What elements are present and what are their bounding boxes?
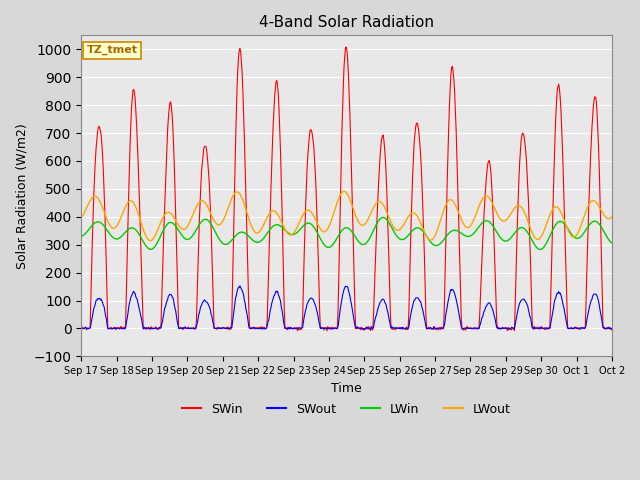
LWin [248, 237, 255, 242]
Line: LWout: LWout [81, 192, 640, 240]
LWout [144, 236, 152, 242]
Y-axis label: Solar Radiation (W/m2): Solar Radiation (W/m2) [15, 123, 28, 269]
SWin [248, 325, 255, 331]
SWout [276, 298, 284, 304]
LWin [276, 223, 284, 228]
LWout [340, 189, 348, 194]
SWout [248, 325, 256, 331]
LWout [276, 217, 284, 223]
Legend: SWin, SWout, LWin, LWout: SWin, SWout, LWin, LWout [177, 398, 516, 420]
LWin [77, 234, 85, 240]
LWout [147, 238, 154, 243]
LWin [536, 247, 544, 252]
SWout [77, 325, 85, 331]
SWin [342, 44, 350, 50]
LWin [298, 225, 305, 231]
Text: TZ_tmet: TZ_tmet [86, 45, 138, 55]
SWin [323, 328, 331, 334]
SWin [144, 326, 152, 332]
LWin [424, 235, 431, 240]
X-axis label: Time: Time [332, 382, 362, 395]
SWin [298, 326, 305, 332]
SWin [424, 325, 432, 331]
Title: 4-Band Solar Radiation: 4-Band Solar Radiation [259, 15, 434, 30]
SWout [236, 283, 244, 288]
SWin [276, 127, 284, 132]
Line: LWin: LWin [81, 217, 640, 250]
SWout [144, 325, 152, 331]
LWin [455, 229, 463, 235]
LWout [456, 213, 463, 218]
LWout [298, 214, 306, 220]
SWout [399, 326, 406, 332]
SWout [456, 316, 463, 322]
LWin [380, 215, 387, 220]
LWout [248, 226, 256, 231]
LWout [77, 215, 85, 221]
LWout [424, 236, 432, 241]
Line: SWin: SWin [81, 47, 640, 331]
SWout [298, 325, 306, 331]
SWin [77, 326, 85, 332]
SWin [456, 261, 463, 267]
SWout [424, 325, 432, 331]
Line: SWout: SWout [81, 286, 640, 329]
LWin [144, 245, 152, 251]
